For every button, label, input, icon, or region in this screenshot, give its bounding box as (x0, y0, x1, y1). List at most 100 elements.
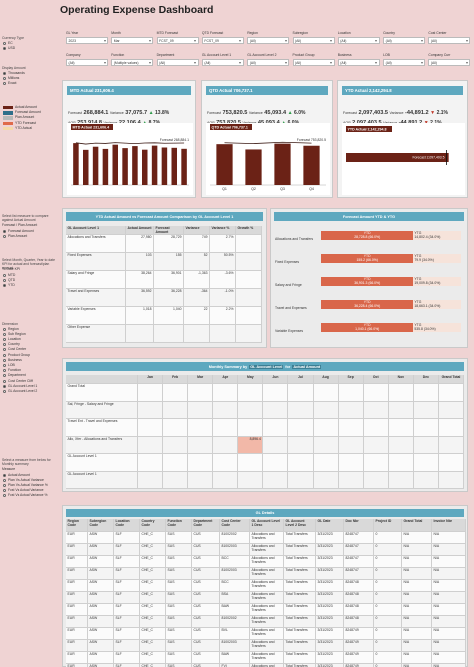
radio-dot (3, 278, 6, 282)
ytd-bar: YTD 36,228.4 (66.0%) (321, 300, 414, 309)
filter-dropdown[interactable]: (All) (247, 37, 290, 44)
table-cell (188, 401, 214, 419)
table-cell: 0 (374, 604, 402, 616)
radio-option[interactable]: Plan Amount (3, 234, 57, 239)
table-cell: SUS (166, 604, 192, 616)
column-header: Dec (413, 375, 439, 384)
radio-option[interactable]: Plan Vs Actual Variance % (3, 483, 57, 488)
radio-option[interactable]: USD (3, 46, 57, 51)
filter-dropdown[interactable]: (All) (383, 59, 426, 66)
radio-option[interactable]: YTD (3, 283, 57, 288)
row-header: GL Account Level 1 (66, 471, 138, 489)
radio-option[interactable]: Fcst Vs Actual Variance (3, 488, 57, 494)
table-cell (363, 436, 389, 454)
filter-dropdown[interactable]: (All) (337, 59, 380, 66)
filter-dropdown[interactable]: Mar (111, 37, 154, 44)
filter-dropdown[interactable]: (All) (428, 37, 471, 44)
filter-dropdown[interactable]: (Multiple values) (111, 59, 154, 66)
table-cell: 3/31/2023 (316, 532, 344, 544)
dropdown-caret (103, 62, 106, 65)
table-cell: 0 (374, 532, 402, 544)
radio-option[interactable]: Actual Amount (3, 473, 57, 478)
table-cell: 8248748 (344, 604, 374, 616)
radio-option[interactable]: Product Group (3, 353, 57, 358)
filter-label: Product Group (292, 53, 315, 57)
radio-dot (3, 379, 6, 383)
radio-option[interactable]: MTD (3, 273, 57, 278)
radio-option[interactable]: Exact (3, 81, 57, 86)
radio-label: Department (8, 373, 26, 378)
kpi-chart: Q1 Q2 Q3 Q4 QTD Actual 706,737.1 Forecast 753… (206, 123, 330, 195)
radio-option[interactable]: Cost Center Cliff (3, 379, 57, 384)
table-cell (263, 454, 289, 472)
bar (82, 149, 89, 185)
filter-dropdown[interactable]: (All) (201, 59, 244, 66)
table-cell: 3/31/2023 (316, 652, 344, 664)
table-cell: 0 (374, 592, 402, 604)
kpi-percent: 2.1% (436, 110, 448, 116)
radio-option[interactable]: Plan Vs Actual Variance (3, 478, 57, 483)
radio-option[interactable]: QTD (3, 278, 57, 283)
filter-dropdown[interactable]: (All) (247, 59, 290, 66)
radio-option[interactable]: Region (3, 327, 57, 332)
radio-label: Country (8, 342, 20, 347)
radio-dot (3, 384, 6, 388)
radio-option[interactable]: Function (3, 368, 57, 374)
ytg-value-label: 18,663.1 (34.0%) (414, 304, 441, 308)
radio-option[interactable]: Forecast Amount (3, 229, 57, 234)
radio-option[interactable]: Location (3, 337, 57, 342)
dropdown-caret (194, 62, 197, 65)
table-cell (213, 401, 239, 419)
radio-option[interactable]: Cost Center (3, 347, 57, 353)
radio-option[interactable]: GL Account Level 1 (3, 384, 57, 389)
column-header: Region Code (66, 519, 88, 532)
filter-dropdown[interactable]: (All) (156, 59, 199, 66)
table-cell: Allocations and Transfers (250, 544, 284, 556)
row-header: Variable Expenses (66, 307, 126, 325)
radio-option[interactable]: Business (3, 358, 57, 363)
row-header: Allo, Xfer - Allocations and Transfers (66, 436, 138, 454)
table-cell: 0 (374, 616, 402, 628)
radio-option[interactable]: Sub Region (3, 332, 57, 337)
table-cell (388, 384, 414, 402)
row-header: EUR (66, 532, 88, 544)
radio-option[interactable]: Thousands (3, 71, 57, 76)
forecast-panel: Forecast Amount YTD & YTG Allocations and… (270, 208, 468, 348)
filter-dropdown[interactable]: (All) (292, 59, 335, 66)
table-cell (413, 436, 439, 454)
table-cell (138, 471, 164, 489)
radio-option[interactable]: LOB (3, 363, 57, 368)
table-cell (236, 253, 262, 271)
filter-dropdown[interactable]: FCST_09 (201, 37, 244, 44)
bar (346, 153, 449, 162)
table-cell: 0 (374, 580, 402, 592)
filter-dropdown[interactable]: (All) (383, 37, 426, 44)
column-header: Country Code (140, 519, 166, 532)
filter-dropdown[interactable]: (All) (66, 59, 108, 66)
table-cell: Total Transfers (284, 616, 316, 628)
filter-dropdown[interactable]: (All) (428, 59, 471, 66)
column-header: Apr (213, 375, 239, 384)
radio-option[interactable]: Department (3, 373, 57, 379)
table-cell (154, 325, 184, 343)
filter-dropdown[interactable]: FCST_09 (156, 37, 199, 44)
radio-option[interactable]: Millions (3, 76, 57, 81)
radio-option[interactable]: GL Account Level 2 (3, 389, 57, 394)
radio-option[interactable]: EC (3, 41, 57, 46)
filter-dropdown[interactable]: 2023 (66, 37, 108, 44)
table-cell (313, 384, 339, 402)
kpi-title: QTD Actual 706,737.1 (206, 86, 328, 95)
kpi-value: 268,884.1 (83, 110, 109, 116)
table-cell: SUS (166, 532, 192, 544)
radio-dot (3, 473, 6, 477)
ytg-value-label: 79.9 (34.0%) (414, 258, 434, 262)
filter-dropdown[interactable]: (All) (337, 37, 380, 44)
radio-dot (3, 478, 6, 482)
radio-option[interactable]: Fcst Vs Actual Variance % (3, 493, 57, 499)
radio-option[interactable]: Country (3, 342, 57, 348)
table-cell: 3/31/2023 (316, 568, 344, 580)
row-header: Grand Total (66, 384, 138, 402)
filter-dropdown[interactable]: (All) (292, 37, 335, 44)
radio-dot (3, 358, 6, 362)
legend-label: YTD Actual (15, 125, 32, 130)
